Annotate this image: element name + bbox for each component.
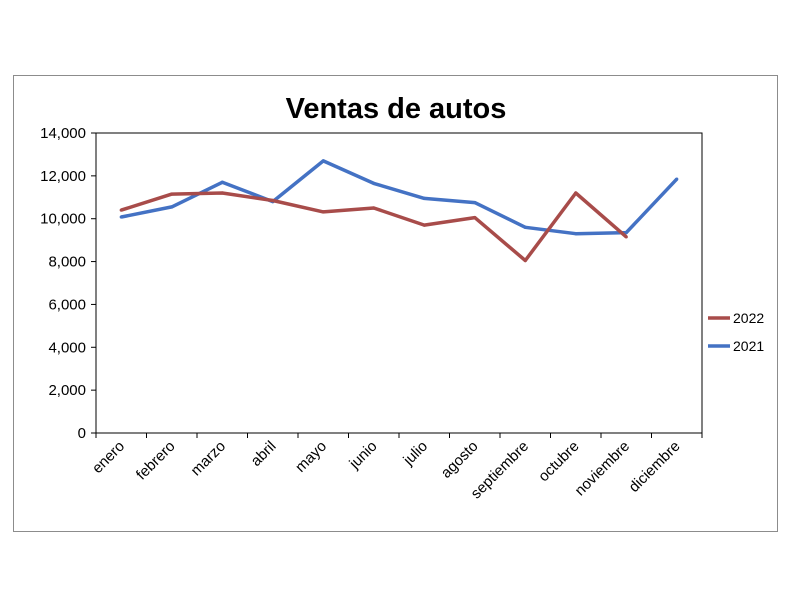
x-tick-label: octubre — [535, 438, 582, 485]
data-point-2021 — [473, 201, 477, 205]
chart-title: Ventas de autos — [286, 93, 507, 125]
plot-area — [95, 132, 703, 434]
data-point-2021 — [624, 231, 628, 235]
data-point-2021 — [523, 225, 527, 229]
y-tick-label: 12,000 — [40, 168, 86, 185]
data-point-2022 — [220, 191, 224, 195]
x-tick-label: enero — [89, 438, 128, 477]
data-point-2021 — [119, 215, 123, 219]
x-tick-label: diciembre — [626, 438, 684, 496]
x-tick-label: julio — [399, 438, 431, 470]
data-point-2022 — [473, 216, 477, 220]
data-point-2022 — [372, 206, 376, 210]
y-tick-label: 4,000 — [48, 339, 86, 356]
y-tick-label: 14,000 — [40, 125, 86, 142]
x-tick-label: agosto — [438, 438, 482, 482]
x-tick-label: junio — [345, 438, 380, 473]
legend-label-2021: 2021 — [733, 338, 764, 354]
y-tick-label: 0 — [78, 425, 86, 442]
data-point-2021 — [170, 205, 174, 209]
chart-svg: Ventas de autos 0 2,000 4,000 6,000 8,000 10,… — [40, 93, 764, 502]
series-line-2021 — [120, 159, 679, 236]
data-point-2022 — [321, 210, 325, 214]
data-point-2021 — [574, 232, 578, 236]
data-point-2021 — [675, 177, 679, 181]
chart-frame: Ventas de autos 0 2,000 4,000 6,000 8,000 10,… — [13, 75, 778, 532]
x-tick-label: mayo — [292, 438, 330, 476]
legend-label-2022: 2022 — [733, 310, 764, 326]
data-point-2022 — [624, 235, 628, 239]
data-point-2021 — [321, 159, 325, 163]
data-point-2022 — [422, 223, 426, 227]
data-point-2021 — [372, 181, 376, 185]
data-point-2022 — [119, 208, 123, 212]
y-tick-label: 6,000 — [48, 296, 86, 313]
data-point-2022 — [574, 191, 578, 195]
data-point-2022 — [170, 192, 174, 196]
data-point-2022 — [523, 258, 527, 263]
x-tick-label: abril — [248, 438, 280, 470]
data-point-2021 — [422, 196, 426, 200]
y-tick-label: 2,000 — [48, 382, 86, 399]
x-tick-label: marzo — [188, 438, 229, 479]
data-point-2022 — [271, 198, 275, 203]
y-tick-label: 10,000 — [40, 211, 86, 228]
series-layer — [119, 159, 679, 263]
x-tick-label: febrero — [133, 438, 179, 484]
x-tick-label: noviembre — [572, 438, 634, 500]
data-point-2021 — [220, 180, 224, 184]
legend: 2022 2021 — [708, 310, 764, 354]
y-tick-label: 8,000 — [48, 254, 86, 271]
